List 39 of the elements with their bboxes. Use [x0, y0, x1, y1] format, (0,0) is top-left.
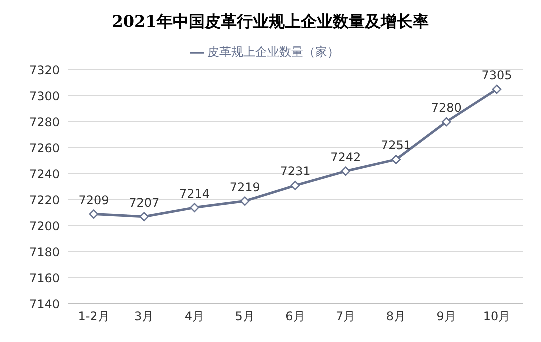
data-label: 7209 [78, 193, 110, 208]
data-label: 7231 [280, 164, 311, 179]
chart-title: 2021年中国皮革行业规上企业数量及增长率 [111, 11, 430, 33]
x-tick-label: 3月 [134, 310, 154, 324]
data-label: 7280 [431, 101, 462, 115]
x-tick-label: 1-2月 [78, 310, 110, 324]
y-tick-label: 7180 [29, 245, 60, 260]
data-label: 7214 [179, 186, 210, 201]
point [190, 203, 200, 212]
x-tick-label: 8月 [386, 310, 406, 324]
data-label: 7242 [330, 150, 362, 164]
point [492, 84, 502, 94]
point [442, 117, 452, 127]
point [89, 210, 99, 219]
x-tick-label: 4月 [184, 310, 205, 324]
y-tick-label: 7300 [29, 89, 60, 104]
y-tick-label: 7280 [29, 115, 60, 130]
point [290, 181, 300, 190]
y-tick-label: 7220 [29, 193, 60, 208]
legend-label: 皮革规上企业数量（家） [208, 45, 340, 59]
point [240, 196, 250, 206]
y-tick-label: 7240 [29, 167, 60, 182]
point [341, 166, 351, 176]
x-tick-label: 10月 [483, 310, 511, 324]
data-label: 7305 [482, 68, 512, 82]
data-label: 7251 [380, 138, 412, 153]
y-tick-label: 7140 [29, 297, 60, 312]
data-label: 7207 [129, 196, 160, 210]
y-tick-label: 7260 [29, 141, 60, 156]
y-tick-label: 7200 [29, 219, 60, 234]
x-tick-label: 7月 [336, 310, 356, 324]
x-tick-label: 5月 [235, 310, 255, 324]
point [140, 212, 150, 222]
y-tick-label: 7320 [29, 63, 60, 78]
data-label: 7219 [230, 180, 260, 194]
y-tick-label: 7160 [29, 271, 60, 286]
x-tick-label: 9月 [436, 310, 456, 324]
x-tick-label: 6月 [286, 310, 306, 324]
point [392, 155, 401, 164]
